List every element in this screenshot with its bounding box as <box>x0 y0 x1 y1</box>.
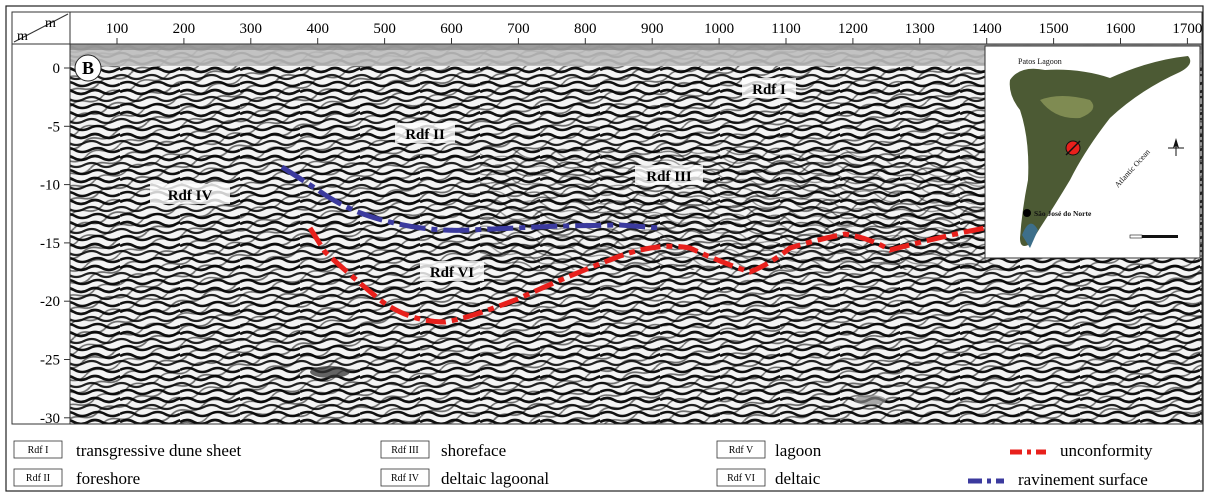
y-tick-label: -5 <box>48 119 61 135</box>
legend-text: shoreface <box>441 441 506 460</box>
reflection-texture-clinoform <box>480 150 1000 270</box>
y-tick-label: -25 <box>40 353 60 369</box>
top-axis: m m 100 200 300 400 500 600 700 800 900 1000 1100 1… <box>11 11 1203 45</box>
y-tick-label: -10 <box>40 178 60 194</box>
unit-divider <box>13 13 69 43</box>
label-rdf-vi: Rdf VI <box>430 265 474 281</box>
figure-frame <box>5 5 1204 492</box>
x-tick-label: 100 <box>106 21 129 37</box>
legend-code: Rdf I <box>28 445 49 456</box>
x-tick-label: 900 <box>641 21 664 37</box>
town-marker <box>1023 209 1031 217</box>
panel-label: B <box>74 54 102 82</box>
plot-frame <box>69 43 1203 425</box>
legend: Rdf I transgressive dune sheet Rdf III s… <box>13 440 1153 489</box>
x-tick-label: 1000 <box>704 21 734 37</box>
x-tick-label: 500 <box>373 21 396 37</box>
x-tick-label: 700 <box>507 21 530 37</box>
legend-code: Rdf IV <box>391 473 420 484</box>
legend-code-box <box>716 468 766 487</box>
x-tick-label: 600 <box>440 21 463 37</box>
y-tick-label: 0 <box>53 61 61 77</box>
x-tick-label: 400 <box>306 21 329 37</box>
legend-line-label: ravinement surface <box>1018 470 1148 489</box>
label-rdf-iii: Rdf III <box>646 169 692 185</box>
x-tick-label: 800 <box>574 21 597 37</box>
legend-code: Rdf V <box>729 445 754 456</box>
y-tick-label: -20 <box>40 294 60 310</box>
legend-code: Rdf VI <box>727 473 755 484</box>
panel-letter: B <box>82 58 94 78</box>
scale-bar-icon <box>1129 234 1178 239</box>
location-inset-map: Patos Lagoon Atlantic Ocean São José do … <box>984 45 1201 259</box>
legend-code-box <box>380 468 430 487</box>
legend-text: foreshore <box>76 469 140 488</box>
x-tick-label: 1700 <box>1172 21 1202 37</box>
x-tick-label: 300 <box>240 21 263 37</box>
x-tick-label: 1500 <box>1039 21 1069 37</box>
artifact-spot <box>854 395 886 405</box>
unit-left-label: m <box>17 29 28 44</box>
artifact-spot <box>310 366 350 378</box>
x-tick-label: 1400 <box>972 21 1002 37</box>
legend-line-label: unconformity <box>1060 441 1153 460</box>
legend-code-box <box>13 468 63 487</box>
legend-code-box <box>13 440 63 459</box>
inset-title: Patos Lagoon <box>1018 57 1062 66</box>
x-tick-labels: 100 200 300 400 500 600 700 800 900 1000 1100 1200 1… <box>106 21 1202 44</box>
y-tick-labels: 0 -5 -10 -15 -20 -25 -30 <box>40 61 70 427</box>
unconformity-line <box>307 225 986 325</box>
legend-code-box <box>716 440 766 459</box>
legend-text: lagoon <box>775 441 822 460</box>
inset-town-label: São José do Norte <box>1034 209 1092 218</box>
label-rdf-i: Rdf I <box>752 82 786 98</box>
ravinement-surface-line <box>280 164 661 233</box>
north-arrow-icon <box>1168 138 1184 156</box>
x-tick-label: 1200 <box>838 21 868 37</box>
x-tick-label: 1100 <box>771 21 800 37</box>
legend-code-box <box>380 440 430 459</box>
x-tick-label: 1300 <box>905 21 935 37</box>
y-tick-label: -30 <box>40 411 60 427</box>
label-rdf-iv: Rdf IV <box>168 188 213 204</box>
unit-top-label: m <box>45 16 56 31</box>
section-unit-labels: Rdf I Rdf II Rdf III Rdf IV Rdf VI <box>150 78 796 281</box>
x-tick-label: 200 <box>173 21 196 37</box>
legend-code: Rdf III <box>391 445 419 456</box>
legend-text: deltaic <box>775 469 821 488</box>
label-rdf-ii: Rdf II <box>405 127 445 143</box>
left-axis: 0 -5 -10 -15 -20 -25 -30 <box>11 43 71 427</box>
x-tick-label: 1600 <box>1106 21 1136 37</box>
y-tick-label: -15 <box>40 236 60 252</box>
legend-text: deltaic lagoonal <box>441 469 549 488</box>
legend-text: transgressive dune sheet <box>76 441 242 460</box>
legend-code: Rdf II <box>26 473 50 484</box>
